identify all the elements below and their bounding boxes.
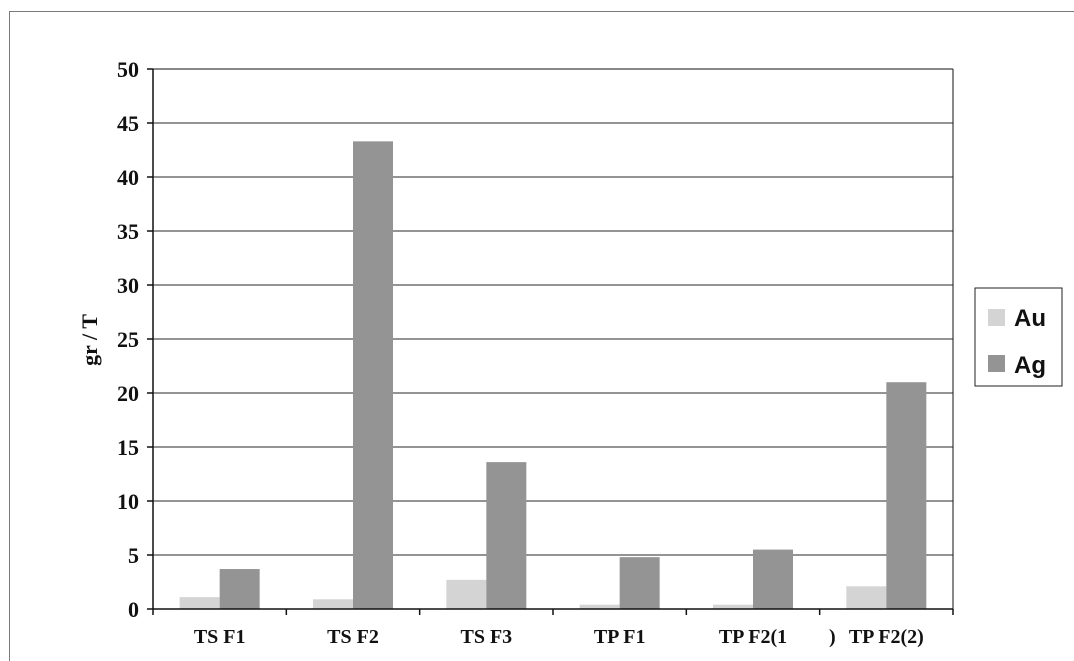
bar-ag-5 — [886, 382, 927, 609]
y-tick-label: 35 — [117, 219, 139, 244]
y-tick-label: 25 — [117, 327, 139, 352]
x-category-labels: TS F1 TS F2 TS F3 TP F1 TP F2(1 TP F2(2) — [194, 626, 924, 648]
gridlines — [153, 68, 953, 556]
legend-box — [974, 287, 1063, 387]
x-category-label: TS F2 — [327, 626, 379, 648]
bar-ag-3 — [619, 557, 660, 609]
legend-swatch-au — [988, 309, 1005, 326]
bar-ag-4 — [753, 549, 793, 609]
bar-au-4 — [713, 604, 753, 609]
y-tick-label: 20 — [117, 381, 139, 406]
legend-swatch-ag — [988, 355, 1005, 372]
bar-au-3 — [579, 604, 620, 609]
x-category-label: TP F2(2) — [849, 626, 924, 648]
chart-frame — [9, 11, 1074, 661]
y-tick-label: 50 — [117, 57, 139, 82]
bar-ag-1 — [353, 141, 393, 610]
y-tick-label: 5 — [128, 543, 139, 568]
y-axis-label: gr / T — [77, 314, 102, 366]
bar-au-5 — [846, 586, 887, 609]
y-tick-label: 10 — [117, 489, 139, 514]
x-category-label: TS F3 — [460, 626, 512, 648]
y-tick-label: 15 — [117, 435, 139, 460]
bar-ag-0 — [219, 569, 260, 609]
bars — [179, 141, 927, 610]
y-tick-labels: 0 5 10 15 20 25 30 35 40 45 50 — [117, 57, 139, 622]
y-tick-label: 30 — [117, 273, 139, 298]
category-extra-mark: ) — [829, 626, 836, 648]
y-tick-label: 45 — [117, 111, 139, 136]
bar-ag-2 — [486, 462, 527, 609]
legend-label-au: Au — [1014, 305, 1046, 332]
bar-au-1 — [313, 599, 353, 609]
x-category-label: TP F2(1 — [719, 626, 787, 648]
legend-label-ag: Ag — [1014, 352, 1046, 379]
bar-au-2 — [446, 579, 487, 609]
y-tick-label: 0 — [128, 597, 139, 622]
legend: Au Ag — [974, 287, 1063, 387]
bar-au-0 — [179, 597, 220, 609]
x-category-label: TP F1 — [594, 626, 646, 648]
axes — [147, 68, 954, 615]
y-tick-label: 40 — [117, 165, 139, 190]
x-category-label: TS F1 — [194, 626, 246, 648]
